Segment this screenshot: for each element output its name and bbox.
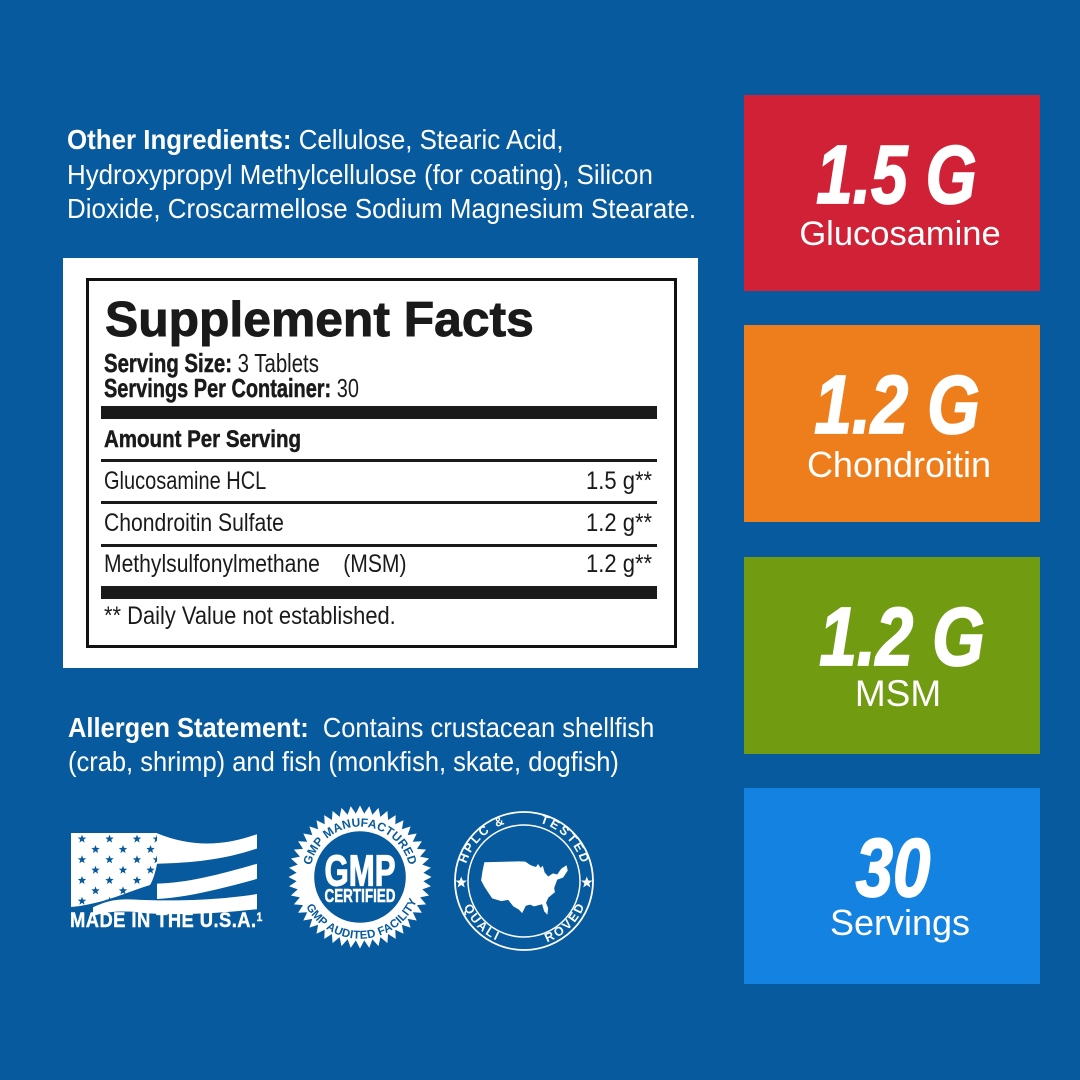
- svg-text:ROVED: ROVED: [542, 899, 588, 945]
- svg-text:TESTED: TESTED: [538, 812, 592, 866]
- svg-text:QUALI: QUALI: [460, 901, 502, 943]
- svg-text:CERTIFIED: CERTIFIED: [324, 886, 395, 906]
- svg-text:HPLC &: HPLC &: [455, 813, 507, 865]
- svg-text:GMP: GMP: [324, 847, 395, 896]
